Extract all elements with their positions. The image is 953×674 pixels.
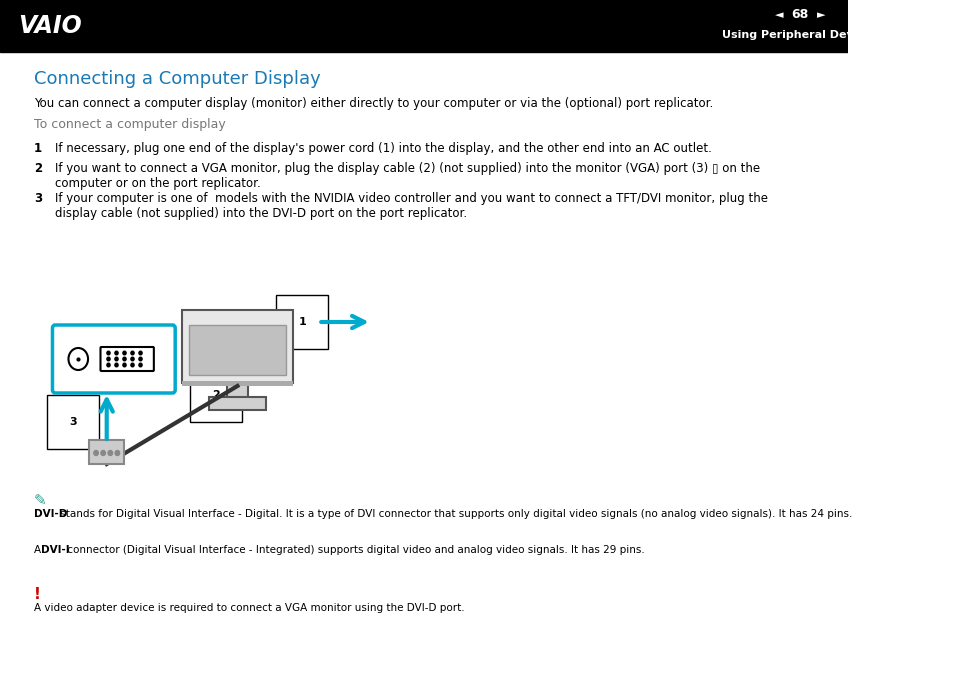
Circle shape	[131, 351, 134, 355]
Text: 2: 2	[212, 390, 220, 400]
Circle shape	[123, 363, 126, 367]
Text: 3: 3	[69, 417, 76, 427]
Text: If necessary, plug one end of the display's power cord (1) into the display, and: If necessary, plug one end of the displa…	[55, 142, 711, 155]
Circle shape	[101, 450, 105, 456]
Text: If you want to connect a VGA monitor, plug the display cable (2) (not supplied) : If you want to connect a VGA monitor, pl…	[55, 162, 760, 190]
Bar	[0, 0, 847, 52]
Bar	[209, 397, 266, 410]
Circle shape	[107, 363, 110, 367]
Circle shape	[139, 363, 142, 367]
Bar	[190, 325, 286, 375]
Text: If your computer is one of  models with the NVIDIA video controller and you want: If your computer is one of models with t…	[55, 192, 767, 220]
Circle shape	[139, 357, 142, 361]
Text: stands for Digital Visual Interface - Digital. It is a type of DVI connector tha: stands for Digital Visual Interface - Di…	[57, 509, 851, 519]
Text: DVI-I: DVI-I	[41, 545, 70, 555]
Text: !: !	[33, 587, 41, 602]
FancyBboxPatch shape	[100, 347, 153, 371]
Text: 3: 3	[33, 192, 42, 205]
Text: connector (Digital Visual Interface - Integrated) supports digital video and ana: connector (Digital Visual Interface - In…	[64, 545, 644, 555]
Text: 1: 1	[298, 317, 306, 327]
Bar	[182, 381, 294, 386]
Text: ◄: ◄	[774, 10, 782, 20]
Text: VAIO: VAIO	[18, 14, 81, 38]
Circle shape	[114, 363, 118, 367]
Circle shape	[123, 351, 126, 355]
Text: ►: ►	[817, 10, 825, 20]
Bar	[227, 384, 248, 399]
Circle shape	[114, 357, 118, 361]
Circle shape	[108, 450, 112, 456]
Text: 1: 1	[33, 142, 42, 155]
FancyBboxPatch shape	[52, 325, 175, 393]
Text: A: A	[33, 545, 44, 555]
Circle shape	[107, 351, 110, 355]
Text: Connecting a Computer Display: Connecting a Computer Display	[33, 70, 320, 88]
Circle shape	[139, 351, 142, 355]
Text: A video adapter device is required to connect a VGA monitor using the DVI-D port: A video adapter device is required to co…	[33, 603, 464, 613]
Bar	[182, 310, 294, 383]
Text: Using Peripheral Devices: Using Peripheral Devices	[721, 30, 878, 40]
Bar	[89, 440, 125, 464]
Circle shape	[131, 363, 134, 367]
Text: You can connect a computer display (monitor) either directly to your computer or: You can connect a computer display (moni…	[33, 97, 712, 110]
Circle shape	[93, 450, 98, 456]
Circle shape	[107, 357, 110, 361]
Text: ✎: ✎	[33, 493, 47, 508]
Text: 68: 68	[791, 9, 808, 22]
Circle shape	[123, 357, 126, 361]
Text: DVI-D: DVI-D	[33, 509, 67, 519]
Circle shape	[131, 357, 134, 361]
Circle shape	[114, 351, 118, 355]
Text: To connect a computer display: To connect a computer display	[33, 118, 225, 131]
Text: 2: 2	[33, 162, 42, 175]
Circle shape	[115, 450, 119, 456]
